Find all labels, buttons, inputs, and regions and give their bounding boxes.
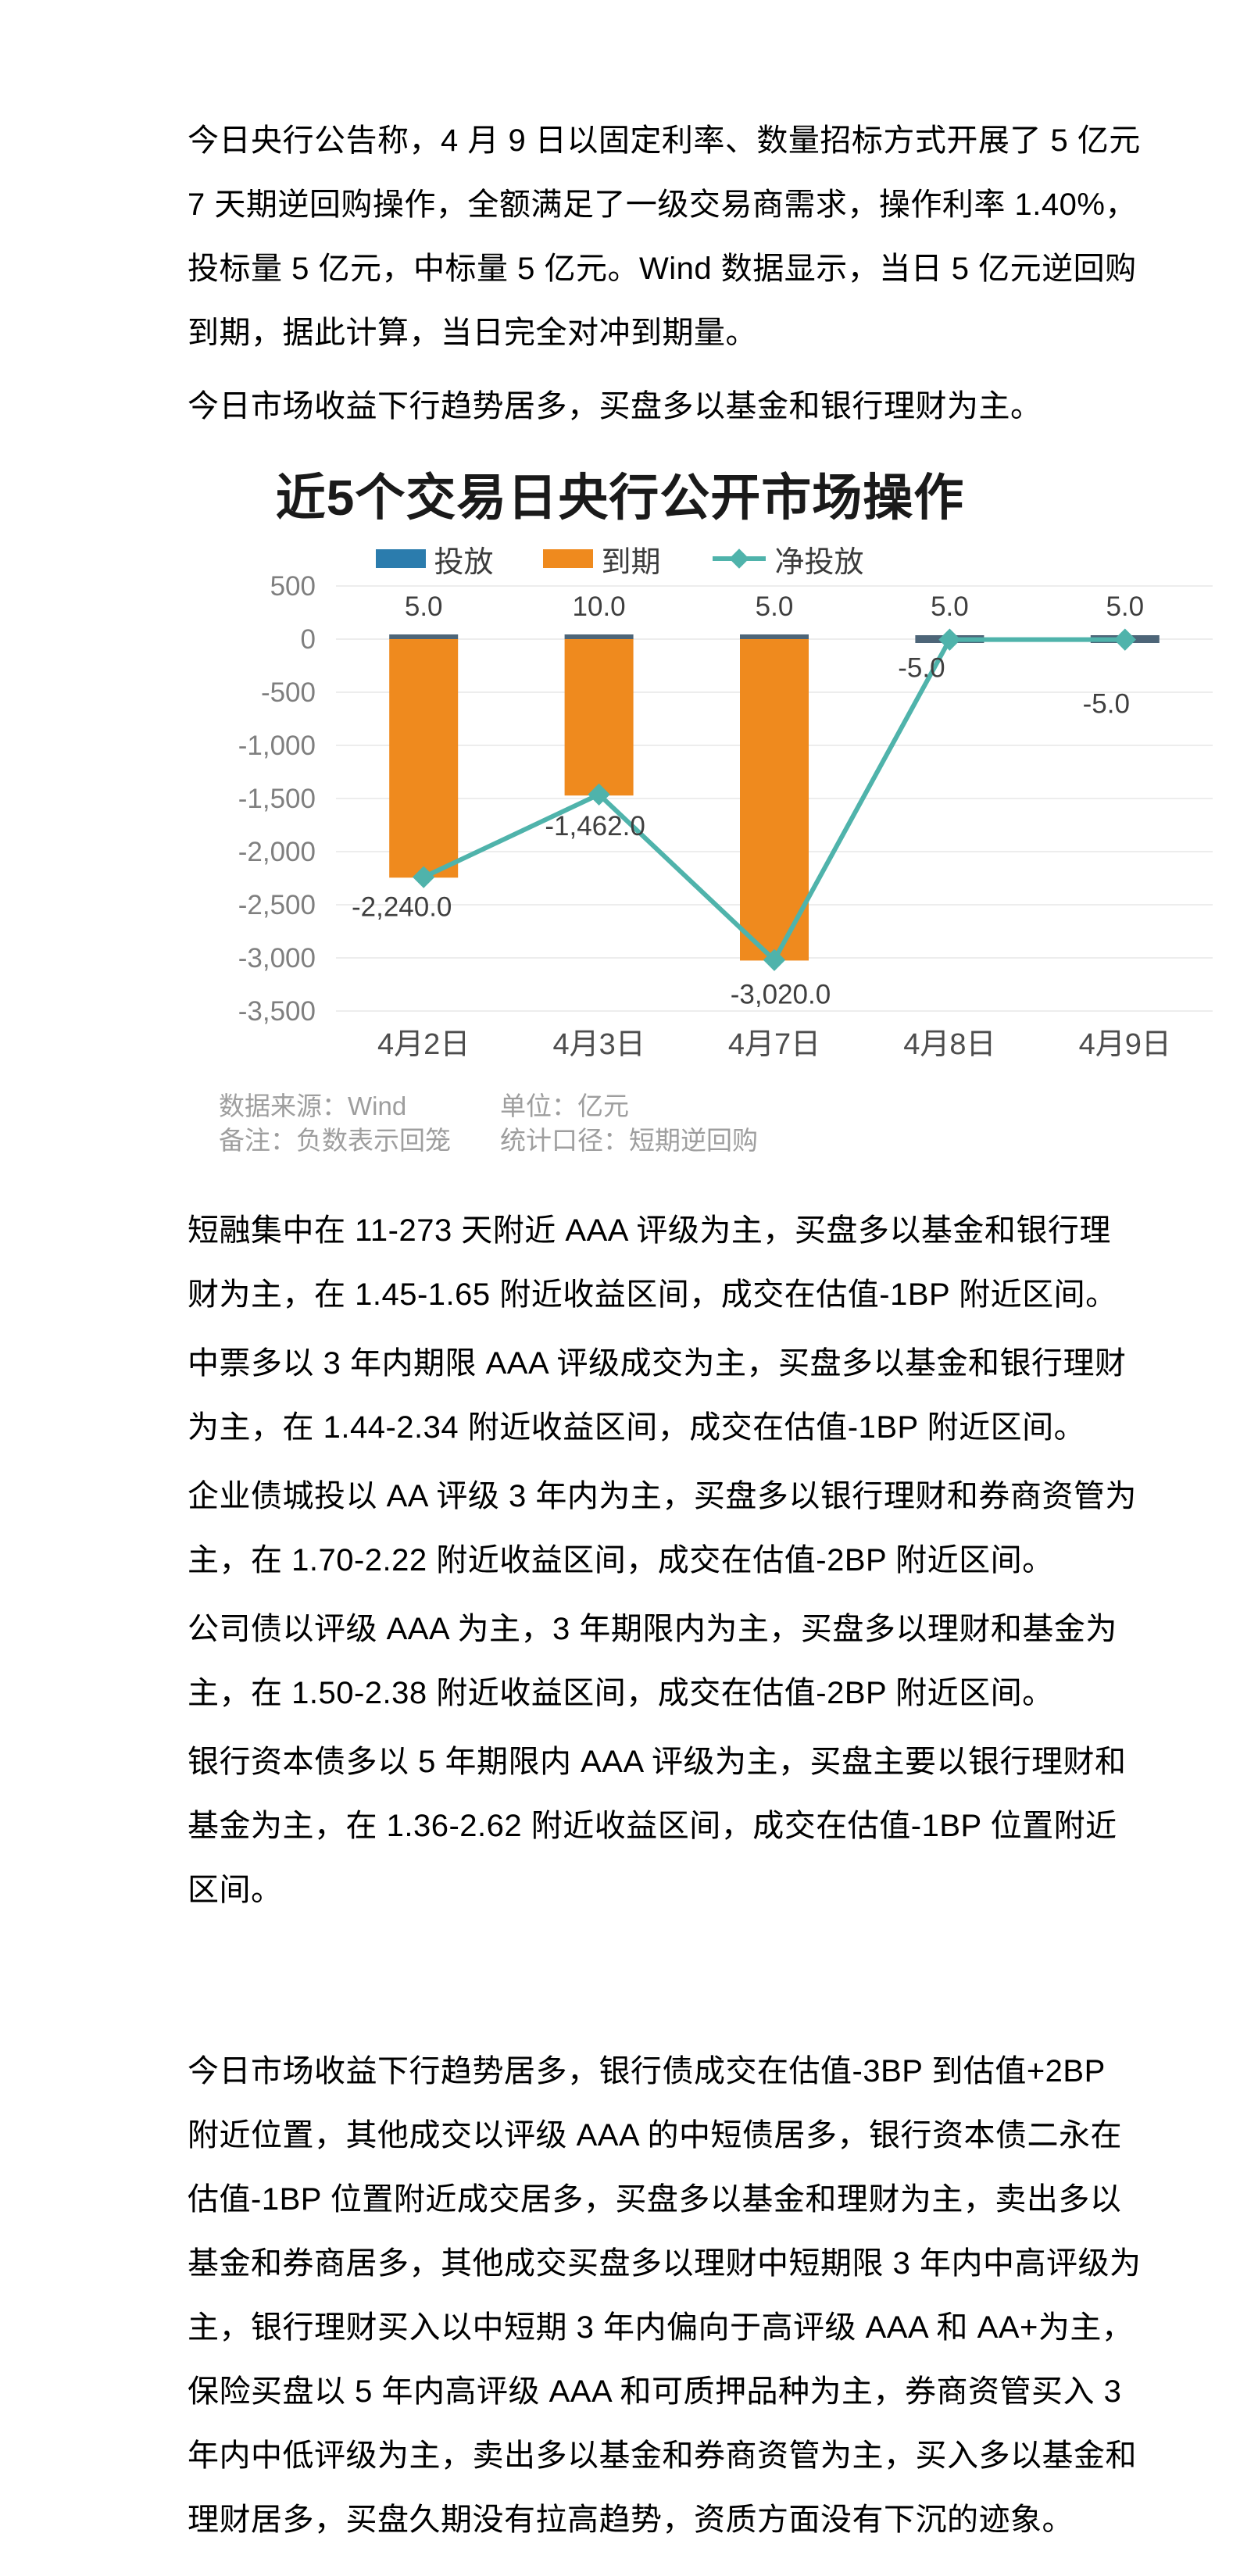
y-axis-tick-label: 0 (301, 624, 316, 655)
x-axis-tick-label: 4月7日 (728, 1028, 820, 1061)
text-line: 基金和券商居多，其他成交买盘多以理财中短期限 3 年内中高评级为 (188, 2246, 1142, 2281)
legend-swatch-icon (376, 549, 427, 568)
datalabel-net: -5.0 (1083, 689, 1130, 720)
bar-injection-4月7日 (740, 634, 809, 639)
bar-maturity-4月3日 (564, 639, 634, 796)
paragraph-market-trend-summary: 今日市场收益下行趋势居多，买盘多以基金和银行理财为主。 (188, 374, 1060, 438)
intro-section: 今日央行公告称，4 月 9 日以固定利率、数量招标方式开展了 5 亿元 7 天期逆… (188, 0, 1141, 438)
paragraph-market-summary: 今日市场收益下行趋势居多，银行债成交在估值-3BP 到估值+2BP 附近位置，其他… (188, 2039, 1142, 2552)
chart-legend: 投放 到期 净投放 (0, 541, 1240, 579)
x-axis-tick-label: 4月2日 (377, 1028, 470, 1061)
legend-label: 净投放 (774, 545, 864, 579)
marker-net-4月8日 (938, 628, 961, 651)
text-line: 中票多以 3 年内期限 AAA 评级成交为主，买盘多以基金和银行理财 (188, 1346, 1127, 1381)
text-line: 今日市场收益下行趋势居多，买盘多以基金和银行理财为主。 (188, 389, 1042, 423)
text-line: 年内中低评级为主，卖出多以基金和券商资管为主，买入多以基金和 (188, 2438, 1137, 2473)
y-axis-tick-label: -1,000 (238, 731, 316, 761)
legend-swatch-icon (543, 549, 594, 568)
chart-title: 近5个交易日央行公开市场操作 (275, 470, 965, 526)
datalabel-net: -5.0 (898, 653, 945, 684)
text-line: 主，银行理财买入以中短期 3 年内偏向于高评级 AAA 和 AA+为主， (188, 2310, 1134, 2345)
text-line: 今日央行公告称，4 月 9 日以固定利率、数量招标方式开展了 5 亿元 (188, 123, 1141, 158)
datalabel-net: -3,020.0 (731, 980, 831, 1010)
text-line: 理财居多，买盘久期没有拉高趋势，资质方面没有下沉的迹象。 (188, 2503, 1074, 2537)
omo-chart: 近5个交易日央行公开市场操作 投放 到期 净投放 500 0 -500 -1,000 -1,… (0, 466, 1240, 1158)
datalabel-injection: 5.0 (931, 591, 969, 622)
bar-maturity-4月2日 (389, 639, 459, 878)
y-axis-tick-label: -1,500 (238, 784, 316, 814)
chart-footer-row-1: 数据来源：Wind 单位：亿元 (219, 1089, 1240, 1124)
text-line: 财为主，在 1.45-1.65 附近收益区间，成交在估值-1BP 附近区间。 (188, 1277, 1117, 1312)
text-line: 投标量 5 亿元，中标量 5 亿元。Wind 数据显示，当日 5 亿元逆回购 (188, 252, 1137, 286)
paragraph-bank-capital-bonds: 银行资本债多以 5 年期限内 AAA 评级为主，买盘主要以银行理财和 基金为主，在… (188, 1730, 1127, 1922)
text-line: 估值-1BP 位置附近成交居多，买盘多以基金和理财为主，卖出多以 (188, 2182, 1122, 2217)
text-line: 银行资本债多以 5 年期限内 AAA 评级为主，买盘主要以银行理财和 (188, 1745, 1127, 1779)
datalabel-injection: 5.0 (756, 591, 794, 622)
chart-footer: 数据来源：Wind 单位：亿元 备注：负数表示回笼 统计口径：短期逆回购 (219, 1089, 1240, 1158)
paragraph-corporate-bonds: 公司债以评级 AAA 为主，3 年期限内为主，买盘多以理财和基金为 主，在 1.5… (188, 1597, 1117, 1725)
y-axis-tick-label: 500 (270, 576, 316, 602)
text-line: 主，在 1.50-2.38 附近收益区间，成交在估值-2BP 附近区间。 (188, 1676, 1054, 1710)
text-line: 附近位置，其他成交以评级 AAA 的中短债居多，银行资本债二永在 (188, 2118, 1123, 2153)
bar-injection-4月3日 (564, 634, 634, 639)
datalabel-injection: 5.0 (405, 591, 443, 622)
legend-item-净投放: 净投放 (711, 538, 864, 581)
text-line: 基金为主，在 1.36-2.62 附近收益区间，成交在估值-1BP 位置附近 (188, 1809, 1117, 1843)
chart-unit-note: 单位：亿元 (500, 1091, 629, 1120)
text-line: 为主，在 1.44-2.34 附近收益区间，成交在估值-1BP 附近区间。 (188, 1410, 1086, 1445)
text-line: 7 天期逆回购操作，全额满足了一级交易商需求，操作利率 1.40%， (188, 188, 1137, 222)
chart-plot-svg: 500 0 -500 -1,000 -1,500 -2,000 -2,500 -3,000 -3… (238, 576, 1213, 1061)
text-line: 区间。 (188, 1873, 283, 1907)
text-line: 保险买盘以 5 年内高评级 AAA 和可质押品种为主，券商资管买入 3 (188, 2374, 1122, 2409)
y-axis-tick-label: -3,500 (238, 996, 316, 1027)
datalabel-net: -2,240.0 (352, 892, 452, 923)
marker-net-4月7日 (763, 949, 786, 971)
paragraph-short-term-bills: 短融集中在 11-273 天附近 AAA 评级为主，买盘多以基金和银行理 财为主，… (188, 1199, 1117, 1327)
text-line: 公司债以评级 AAA 为主，3 年期限内为主，买盘多以理财和基金为 (188, 1612, 1117, 1646)
market-detail-section: 短融集中在 11-273 天附近 AAA 评级为主，买盘多以基金和银行理 财为主，… (188, 1199, 1142, 2552)
datalabel-injection: 5.0 (1106, 591, 1144, 622)
x-axis-tick-label: 4月3日 (552, 1028, 645, 1061)
text-line: 主，在 1.70-2.22 附近收益区间，成交在估值-2BP 附近区间。 (188, 1543, 1054, 1577)
datalabel-injection: 10.0 (573, 591, 626, 622)
chart-plot-area: 500 0 -500 -1,000 -1,500 -2,000 -2,500 -3,000 -3… (0, 576, 1240, 1080)
paragraph-pboc-announcement: 今日央行公告称，4 月 9 日以固定利率、数量招标方式开展了 5 亿元 7 天期逆… (188, 0, 1141, 365)
paragraph-mtn: 中票多以 3 年内期限 AAA 评级成交为主，买盘多以基金和银行理财 为主，在 1… (188, 1331, 1127, 1459)
legend-label: 到期 (601, 545, 661, 579)
paragraph-enterprise-bonds: 企业债城投以 AA 评级 3 年内为主，买盘多以银行理财和券商资管为 主，在 1.… (188, 1464, 1137, 1592)
legend-label: 投放 (434, 545, 494, 579)
x-axis-tick-label: 4月9日 (1079, 1028, 1171, 1061)
text-line: 今日市场收益下行趋势居多，银行债成交在估值-3BP 到估值+2BP (188, 2054, 1106, 2088)
legend-item-投放: 投放 (376, 538, 493, 581)
chart-footer-row-2: 备注：负数表示回笼 统计口径：短期逆回购 (219, 1124, 1240, 1158)
marker-net-4月2日 (413, 866, 435, 888)
bar-maturity-4月7日 (740, 639, 809, 961)
text-line: 企业债城投以 AA 评级 3 年内为主，买盘多以银行理财和券商资管为 (188, 1479, 1137, 1513)
x-axis-tick-label: 4月8日 (903, 1028, 995, 1061)
chart-remark-note: 备注：负数表示回笼 (219, 1126, 451, 1155)
y-axis-tick-label: -3,000 (238, 943, 316, 974)
y-axis-tick-label: -2,500 (238, 890, 316, 920)
bar-injection-4月2日 (389, 634, 459, 639)
marker-net-4月9日 (1113, 628, 1136, 651)
y-axis-tick-label: -500 (261, 677, 316, 708)
legend-item-到期: 到期 (543, 538, 661, 581)
text-line: 到期，据此计算，当日完全对冲到期量。 (188, 316, 757, 350)
marker-net-4月3日 (588, 783, 610, 806)
chart-source-note: 数据来源：Wind (219, 1091, 407, 1120)
legend-line-diamond-icon (712, 548, 766, 569)
text-line: 短融集中在 11-273 天附近 AAA 评级为主，买盘多以基金和银行理 (188, 1213, 1111, 1248)
datalabel-net: -1,462.0 (545, 811, 645, 841)
chart-scope-note: 统计口径：短期逆回购 (500, 1126, 758, 1155)
y-axis-tick-label: -2,000 (238, 837, 316, 867)
